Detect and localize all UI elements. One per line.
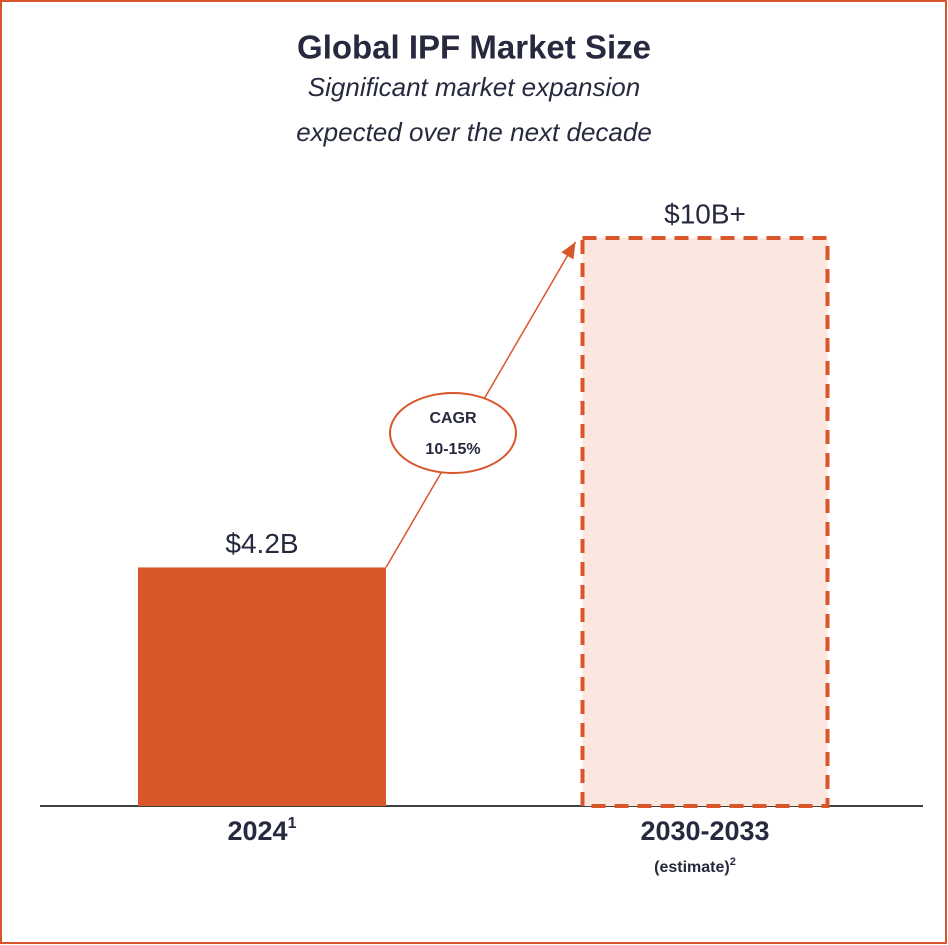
value-label: $4.2B xyxy=(225,528,298,559)
category: 2024 xyxy=(228,816,288,846)
annotation: CAGR xyxy=(429,410,477,427)
bar xyxy=(580,236,830,808)
estimate-label: (estimate)2 xyxy=(654,856,736,876)
x-tick-label: 20241 xyxy=(228,815,297,846)
chart-subtitle: Significant market expansion xyxy=(308,72,640,102)
chart-subtitle: expected over the next decade xyxy=(296,117,652,147)
chart-title: Global IPF Market Size xyxy=(297,29,651,66)
annotation: 10-15% xyxy=(425,441,480,458)
footnote: 2 xyxy=(730,856,736,868)
arrow-head xyxy=(561,242,576,260)
category: 2030-2033 xyxy=(640,816,769,846)
footnote: 1 xyxy=(288,815,297,832)
estimate: (estimate) xyxy=(654,859,730,876)
bar xyxy=(138,567,386,806)
value-label: $10B+ xyxy=(664,198,746,229)
x-tick-label: 2030-2033 xyxy=(640,816,769,846)
cagr-bubble xyxy=(389,392,517,474)
